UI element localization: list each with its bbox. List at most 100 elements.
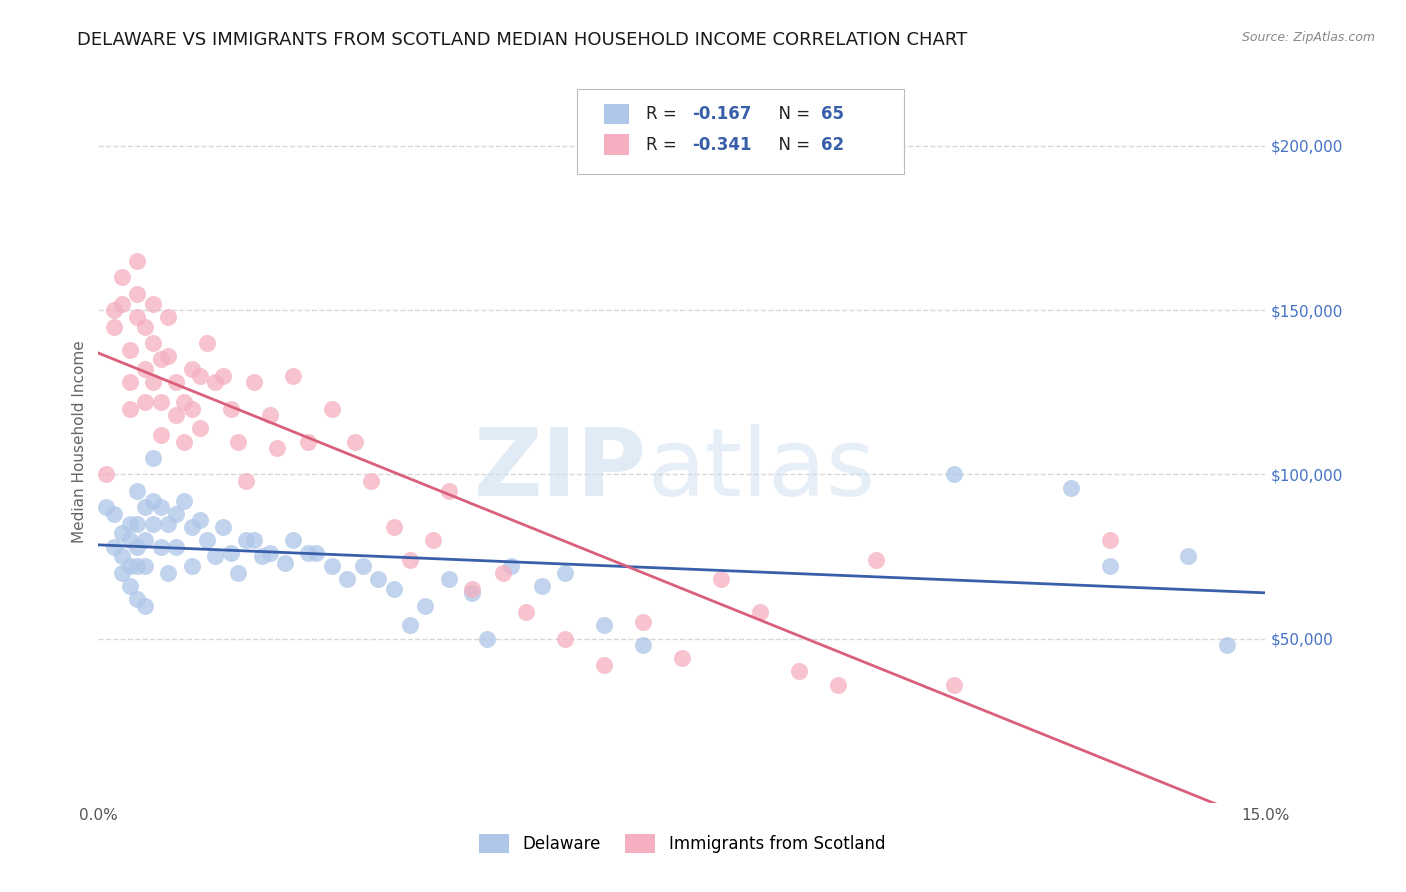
Point [111,566,134,580]
Point [398,618,420,632]
Point [382,520,405,534]
Point [134,599,156,613]
Point [943,677,966,691]
Point [165,409,187,423]
FancyBboxPatch shape [603,135,630,154]
Point [212,368,235,383]
Point [188,368,211,383]
Point [157,310,180,324]
Text: 65: 65 [821,105,844,123]
Point [103,540,125,554]
Point [165,507,187,521]
Point [219,546,242,560]
Point [710,573,733,587]
Point [149,500,172,515]
Point [142,336,165,351]
Point [367,573,389,587]
Point [149,540,172,554]
Point [1177,549,1199,564]
Point [134,362,156,376]
Point [127,253,149,268]
FancyBboxPatch shape [576,89,904,174]
Point [134,500,156,515]
Point [134,319,156,334]
Point [127,286,149,301]
Point [461,582,484,597]
Point [134,559,156,574]
Text: atlas: atlas [647,425,875,516]
Point [228,434,250,449]
Point [1098,559,1121,574]
Point [274,556,297,570]
Point [157,516,180,531]
Text: ZIP: ZIP [474,425,647,516]
Point [180,401,202,416]
Point [243,376,266,390]
Text: Source: ZipAtlas.com: Source: ZipAtlas.com [1241,31,1375,45]
Point [787,665,810,679]
Point [554,566,576,580]
Point [243,533,266,547]
Point [398,553,420,567]
Point [437,573,460,587]
Point [173,493,195,508]
Point [461,585,484,599]
Point [297,434,319,449]
Text: -0.167: -0.167 [692,105,752,123]
Point [127,516,149,531]
Point [1215,638,1237,652]
Point [748,605,770,619]
Point [530,579,553,593]
Point [631,615,654,630]
Point [96,467,118,482]
Point [149,428,172,442]
Point [118,376,141,390]
Point [499,559,522,574]
Point [228,566,250,580]
Point [631,638,654,652]
Point [305,546,328,560]
Point [515,605,537,619]
Point [593,657,616,672]
Point [149,352,172,367]
Point [127,310,149,324]
Point [344,434,367,449]
Point [943,467,966,482]
Point [157,566,180,580]
Point [266,441,288,455]
Point [134,395,156,409]
Point [477,632,499,646]
Point [188,513,211,527]
Text: N =: N = [768,136,815,153]
Text: R =: R = [645,105,682,123]
Y-axis label: Median Household Income: Median Household Income [72,340,87,543]
Legend: Delaware, Immigrants from Scotland: Delaware, Immigrants from Scotland [472,827,891,860]
Point [142,516,165,531]
Point [219,401,242,416]
Point [165,376,187,390]
Point [127,483,149,498]
Point [111,296,134,310]
Point [118,516,141,531]
Point [492,566,515,580]
Point [127,592,149,607]
Point [103,303,125,318]
Point [134,533,156,547]
Point [336,573,359,587]
Point [173,434,195,449]
Text: -0.341: -0.341 [692,136,752,153]
Point [827,677,849,691]
Point [554,632,576,646]
Point [149,395,172,409]
Point [382,582,405,597]
Point [188,421,211,435]
Point [180,559,202,574]
Point [413,599,436,613]
Point [180,520,202,534]
Point [180,362,202,376]
Point [360,474,382,488]
Point [235,533,257,547]
Point [127,540,149,554]
Point [1060,481,1083,495]
Point [118,533,141,547]
